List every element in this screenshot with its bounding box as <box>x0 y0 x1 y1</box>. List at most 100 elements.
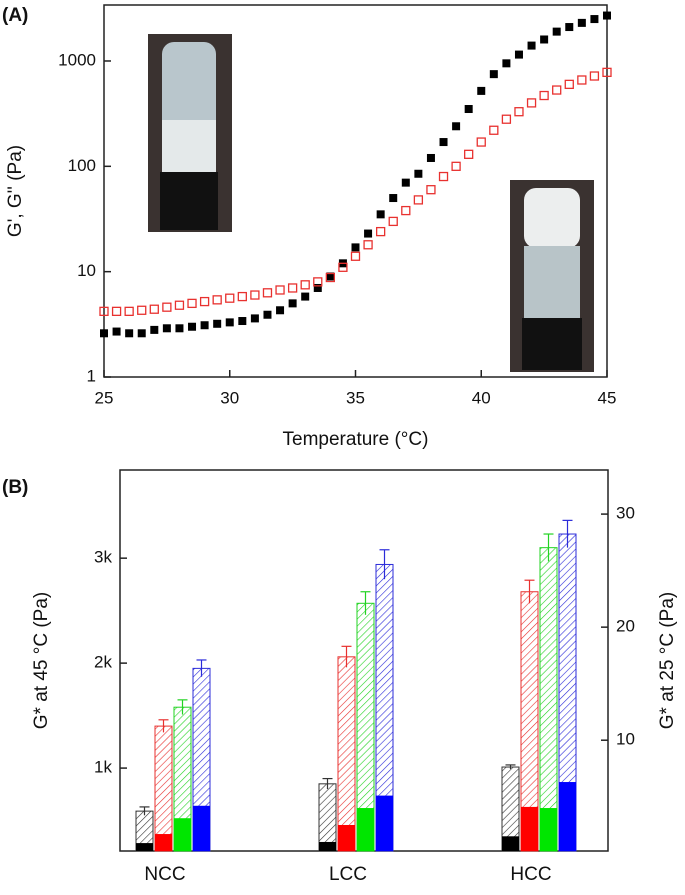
x-tick-label: 45 <box>598 388 617 407</box>
data-point <box>250 314 259 323</box>
x-tick-label: 40 <box>472 388 491 407</box>
data-point <box>464 149 474 159</box>
data-point <box>225 293 235 303</box>
error-bar <box>379 549 390 580</box>
y-tick-label: 1000 <box>58 50 96 69</box>
x-tick-label: LCC <box>329 864 367 885</box>
bar <box>357 808 374 851</box>
data-point <box>413 195 424 205</box>
data-point <box>313 283 322 292</box>
data-point <box>514 50 523 59</box>
data-point <box>363 240 373 250</box>
x-tick-label: 35 <box>346 388 365 407</box>
data-point <box>175 324 184 333</box>
bar <box>319 841 336 851</box>
data-point <box>451 161 461 171</box>
y-tick-label: 1 <box>87 366 96 385</box>
data-point <box>338 262 348 272</box>
panel-label: (B) <box>2 477 28 498</box>
data-point <box>438 171 449 182</box>
bar <box>155 834 172 851</box>
error-bar <box>543 533 554 562</box>
bar <box>539 547 558 852</box>
data-point <box>276 306 285 315</box>
data-point <box>263 310 272 319</box>
data-point <box>326 272 335 281</box>
y2-tick-label: 20 <box>616 617 635 636</box>
data-point <box>439 138 448 147</box>
y-tick-label: 100 <box>68 156 96 175</box>
data-point <box>187 298 197 309</box>
data-point <box>351 243 360 252</box>
data-point <box>414 169 423 178</box>
bar <box>540 808 557 851</box>
data-point <box>540 35 549 44</box>
data-point <box>552 85 562 95</box>
data-point <box>526 98 537 108</box>
data-point <box>313 277 323 287</box>
data-point <box>199 296 210 307</box>
data-point <box>452 122 461 131</box>
y2-tick-label: 10 <box>616 730 635 749</box>
data-point <box>112 327 121 336</box>
data-point <box>188 322 197 331</box>
data-point <box>401 205 411 216</box>
y2-axis-label: G* at 25 °C (Pa) <box>657 592 678 729</box>
data-point <box>350 251 361 261</box>
x-tick-label: HCC <box>510 864 551 885</box>
x-axis-label: Temperature (°C) <box>283 429 429 450</box>
bar <box>376 795 393 851</box>
data-point <box>401 178 410 187</box>
x-tick-label: 25 <box>95 388 114 407</box>
panel-label: (A) <box>2 5 28 26</box>
data-point <box>111 306 122 316</box>
data-point <box>301 292 310 301</box>
data-point <box>125 329 134 338</box>
data-point <box>238 317 247 326</box>
vial-photo-right <box>510 180 594 372</box>
data-point <box>225 318 234 327</box>
data-point <box>501 114 512 124</box>
error-bar <box>139 806 150 816</box>
data-point <box>590 15 599 24</box>
data-point <box>162 302 172 312</box>
vial-photo-left <box>148 34 232 232</box>
data-point <box>364 229 373 238</box>
x-tick-label: 30 <box>220 388 239 407</box>
x-tick-label: NCC <box>144 864 185 885</box>
data-point <box>287 283 298 293</box>
data-point <box>476 137 486 147</box>
data-point <box>376 210 385 219</box>
data-point <box>124 306 134 316</box>
y-axis-label: G', G'' (Pa) <box>5 145 26 237</box>
data-point <box>577 18 586 27</box>
bar <box>174 818 191 851</box>
bar <box>338 824 355 851</box>
error-bar <box>505 764 516 770</box>
data-point <box>237 291 247 302</box>
data-point <box>99 306 109 316</box>
bar <box>521 806 538 851</box>
data-point <box>502 59 511 68</box>
error-bar <box>562 519 573 548</box>
y2-tick-label: 30 <box>616 504 635 523</box>
data-point <box>527 41 536 50</box>
data-point <box>375 226 386 237</box>
data-point <box>589 71 600 81</box>
error-bar <box>322 777 333 790</box>
data-point <box>137 329 146 338</box>
data-point <box>212 295 222 305</box>
error-bar <box>196 659 207 677</box>
bar <box>502 836 519 851</box>
y-tick-label: 10 <box>77 261 96 280</box>
data-point <box>564 79 574 90</box>
data-point <box>250 290 260 300</box>
data-point <box>149 304 159 314</box>
data-point <box>300 280 310 290</box>
data-point <box>388 216 398 227</box>
y-tick-label: 2k <box>94 653 112 672</box>
data-point <box>602 67 612 78</box>
y-axis-label: G* at 45 °C (Pa) <box>31 592 52 729</box>
y-tick-label: 3k <box>94 548 112 567</box>
